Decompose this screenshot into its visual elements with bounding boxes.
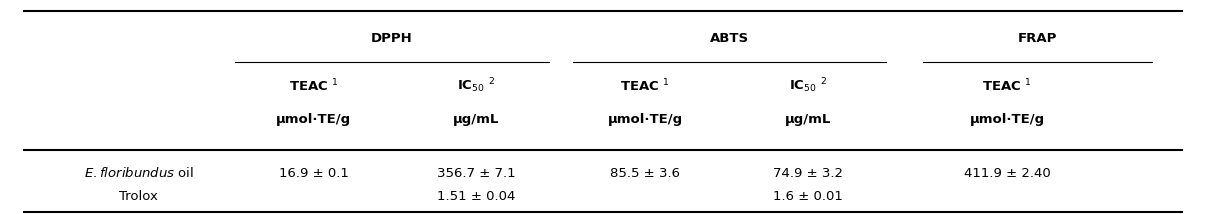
Text: 1.51 ± 0.04: 1.51 ± 0.04 bbox=[438, 190, 515, 203]
Text: TEAC $^{1}$: TEAC $^{1}$ bbox=[620, 77, 671, 94]
Text: IC$_{50}$ $^{2}$: IC$_{50}$ $^{2}$ bbox=[789, 76, 827, 95]
Text: Trolox: Trolox bbox=[119, 190, 158, 203]
Text: IC$_{50}$ $^{2}$: IC$_{50}$ $^{2}$ bbox=[457, 76, 496, 95]
Text: TEAC $^{1}$: TEAC $^{1}$ bbox=[982, 77, 1032, 94]
Text: μg/mL: μg/mL bbox=[785, 113, 831, 126]
Text: 85.5 ± 3.6: 85.5 ± 3.6 bbox=[610, 167, 680, 180]
Text: DPPH: DPPH bbox=[371, 32, 412, 45]
Text: FRAP: FRAP bbox=[1018, 32, 1056, 45]
Text: ABTS: ABTS bbox=[710, 32, 749, 45]
Text: μmol·TE/g: μmol·TE/g bbox=[970, 113, 1044, 126]
Text: 356.7 ± 7.1: 356.7 ± 7.1 bbox=[437, 167, 516, 180]
Text: 1.6 ± 0.01: 1.6 ± 0.01 bbox=[773, 190, 843, 203]
Text: 411.9 ± 2.40: 411.9 ± 2.40 bbox=[964, 167, 1050, 180]
Text: μg/mL: μg/mL bbox=[453, 113, 499, 126]
Text: TEAC $^{1}$: TEAC $^{1}$ bbox=[288, 77, 339, 94]
Text: $\it{E. floribundus}$ oil: $\it{E. floribundus}$ oil bbox=[83, 166, 194, 180]
Text: μmol·TE/g: μmol·TE/g bbox=[276, 113, 351, 126]
Text: μmol·TE/g: μmol·TE/g bbox=[608, 113, 683, 126]
Text: 16.9 ± 0.1: 16.9 ± 0.1 bbox=[279, 167, 349, 180]
Text: 74.9 ± 3.2: 74.9 ± 3.2 bbox=[773, 167, 843, 180]
